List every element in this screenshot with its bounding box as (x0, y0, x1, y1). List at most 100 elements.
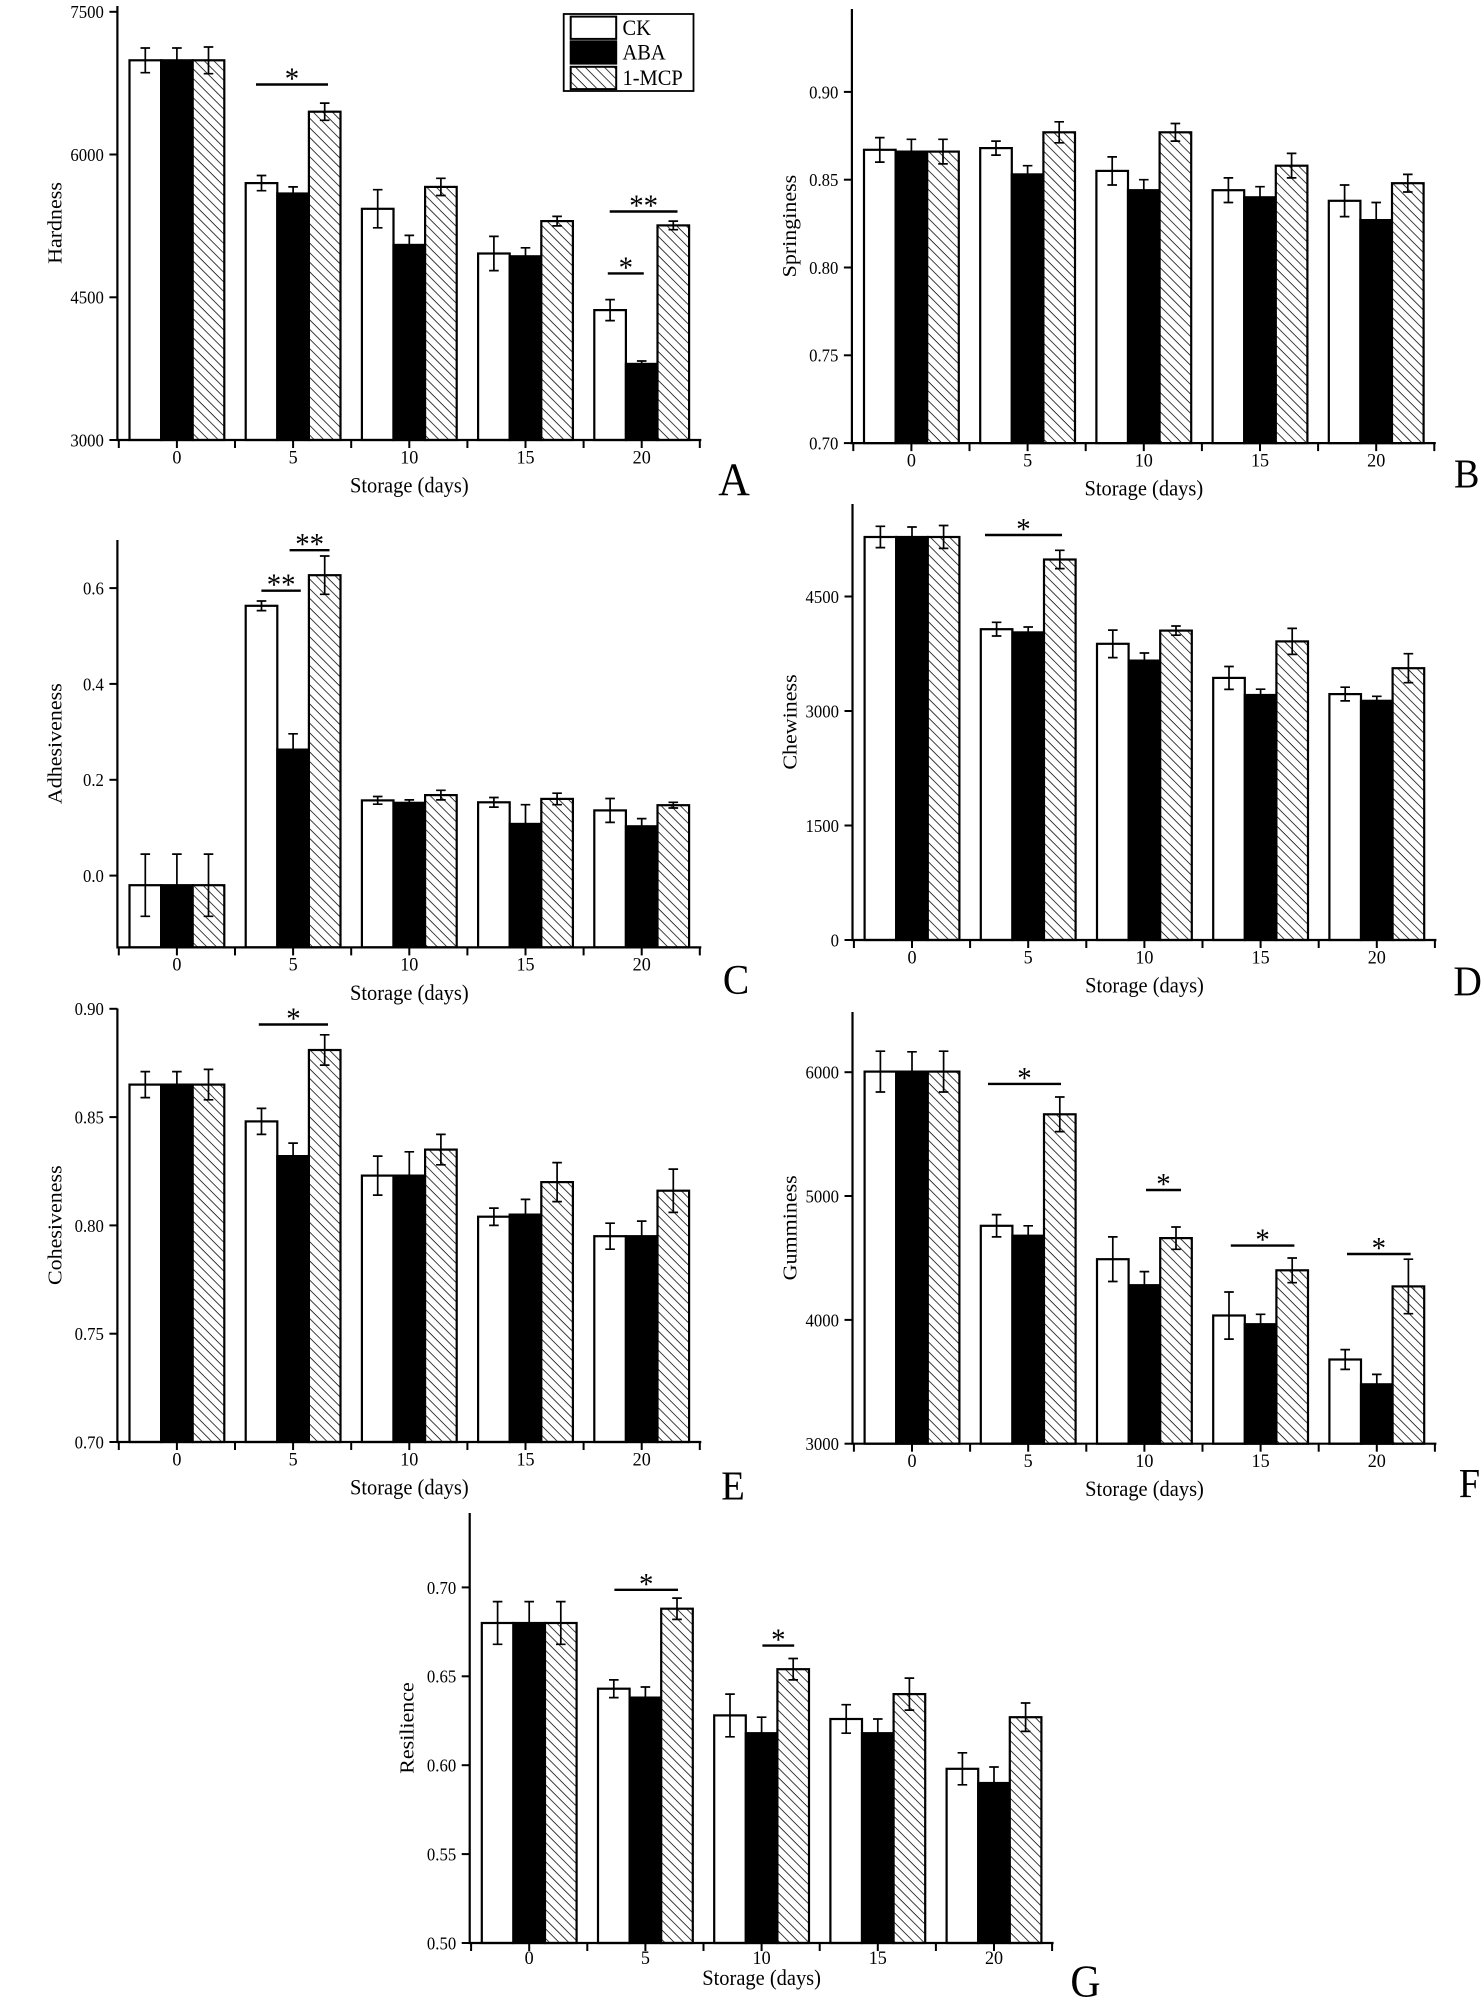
svg-text:0.4: 0.4 (83, 675, 104, 695)
svg-text:0.6: 0.6 (83, 579, 104, 599)
svg-text:Storage (days): Storage (days) (1085, 973, 1204, 998)
svg-text:A: A (718, 454, 750, 506)
svg-text:**: ** (295, 527, 324, 561)
svg-text:10: 10 (1135, 1450, 1153, 1472)
svg-text:5: 5 (1024, 1450, 1033, 1472)
svg-text:0: 0 (525, 1947, 534, 1969)
svg-text:15: 15 (869, 1947, 887, 1969)
svg-text:20: 20 (633, 447, 651, 469)
svg-text:0: 0 (172, 954, 181, 976)
svg-text:0.70: 0.70 (427, 1578, 457, 1598)
svg-text:0.85: 0.85 (809, 171, 839, 191)
svg-text:C: C (723, 955, 749, 1003)
svg-text:10: 10 (400, 447, 418, 469)
svg-text:Adhesiveness: Adhesiveness (43, 683, 66, 804)
svg-text:G: G (1070, 1957, 1100, 2000)
svg-text:Springiness: Springiness (778, 175, 801, 278)
svg-text:10: 10 (753, 1947, 771, 1969)
svg-text:20: 20 (633, 954, 651, 976)
svg-text:20: 20 (985, 1947, 1003, 1969)
svg-text:Resilience: Resilience (395, 1682, 418, 1774)
svg-text:0: 0 (907, 1450, 916, 1472)
svg-text:Chewiness: Chewiness (778, 674, 801, 769)
svg-text:6000: 6000 (70, 145, 104, 165)
svg-text:20: 20 (633, 1449, 651, 1471)
svg-text:15: 15 (516, 1449, 534, 1471)
svg-text:ABA: ABA (623, 40, 667, 65)
svg-text:0.85: 0.85 (75, 1108, 105, 1128)
svg-text:15: 15 (1252, 1450, 1270, 1472)
svg-text:*: * (619, 250, 633, 284)
svg-text:1-MCP: 1-MCP (623, 66, 683, 91)
svg-text:0: 0 (907, 450, 916, 472)
svg-text:D: D (1453, 957, 1482, 1005)
svg-text:B: B (1454, 451, 1479, 497)
svg-text:*: * (639, 1567, 653, 1601)
svg-text:Storage (days): Storage (days) (702, 1966, 821, 1991)
svg-text:1500: 1500 (806, 816, 840, 836)
svg-text:*: * (1372, 1231, 1386, 1265)
svg-text:*: * (771, 1623, 785, 1657)
svg-text:0: 0 (172, 1449, 181, 1471)
svg-text:F: F (1459, 1461, 1480, 1507)
svg-text:0.90: 0.90 (75, 1000, 105, 1020)
svg-text:Storage (days): Storage (days) (350, 473, 469, 498)
svg-text:0.60: 0.60 (427, 1756, 457, 1776)
svg-text:Storage (days): Storage (days) (1084, 476, 1203, 501)
svg-text:**: ** (267, 568, 296, 602)
svg-text:20: 20 (1367, 450, 1385, 472)
svg-text:5: 5 (289, 954, 298, 976)
svg-text:Gumminess: Gumminess (778, 1175, 801, 1280)
svg-text:4500: 4500 (70, 288, 104, 308)
svg-text:5: 5 (289, 1449, 298, 1471)
svg-text:15: 15 (516, 447, 534, 469)
svg-text:Hardness: Hardness (43, 182, 66, 264)
svg-text:Cohesiveness: Cohesiveness (43, 1165, 66, 1285)
svg-text:0.80: 0.80 (809, 258, 839, 278)
svg-text:5: 5 (289, 447, 298, 469)
svg-text:E: E (721, 1462, 745, 1509)
svg-text:3000: 3000 (806, 702, 840, 722)
svg-text:Storage (days): Storage (days) (1085, 1476, 1204, 1501)
svg-text:**: ** (629, 189, 658, 223)
svg-text:*: * (1016, 512, 1030, 546)
svg-text:0: 0 (907, 947, 916, 969)
svg-text:Storage (days): Storage (days) (350, 1475, 469, 1500)
svg-text:10: 10 (1135, 947, 1153, 969)
svg-text:6000: 6000 (806, 1063, 840, 1083)
svg-text:*: * (1156, 1167, 1170, 1201)
svg-text:0.75: 0.75 (75, 1325, 105, 1345)
svg-text:3000: 3000 (806, 1435, 840, 1455)
svg-text:15: 15 (1251, 450, 1269, 472)
svg-text:5: 5 (1024, 947, 1033, 969)
svg-text:*: * (286, 1002, 300, 1036)
svg-text:0.75: 0.75 (809, 346, 839, 366)
svg-text:4000: 4000 (806, 1311, 840, 1331)
svg-text:5: 5 (1023, 450, 1032, 472)
svg-text:7500: 7500 (70, 3, 104, 23)
svg-text:0.80: 0.80 (75, 1216, 105, 1236)
svg-text:*: * (1255, 1223, 1269, 1257)
svg-text:0: 0 (172, 447, 181, 469)
svg-text:0.70: 0.70 (809, 434, 839, 454)
svg-text:*: * (285, 62, 299, 96)
svg-text:Storage (days): Storage (days) (350, 980, 469, 1005)
svg-text:20: 20 (1368, 947, 1386, 969)
svg-text:15: 15 (516, 954, 534, 976)
svg-text:15: 15 (1252, 947, 1270, 969)
svg-text:0: 0 (831, 931, 840, 951)
svg-text:*: * (1017, 1061, 1031, 1095)
svg-text:10: 10 (1135, 450, 1153, 472)
svg-text:0.65: 0.65 (427, 1667, 457, 1687)
svg-text:3000: 3000 (70, 431, 104, 451)
svg-text:20: 20 (1368, 1450, 1386, 1472)
svg-text:0.50: 0.50 (427, 1934, 457, 1954)
svg-text:0.0: 0.0 (83, 866, 104, 886)
svg-text:0.55: 0.55 (427, 1845, 457, 1865)
svg-text:4500: 4500 (806, 587, 840, 607)
svg-text:CK: CK (623, 15, 652, 40)
svg-text:0.70: 0.70 (75, 1433, 105, 1453)
svg-text:0.2: 0.2 (83, 771, 104, 791)
svg-text:0.90: 0.90 (809, 83, 839, 103)
svg-text:5000: 5000 (806, 1187, 840, 1207)
